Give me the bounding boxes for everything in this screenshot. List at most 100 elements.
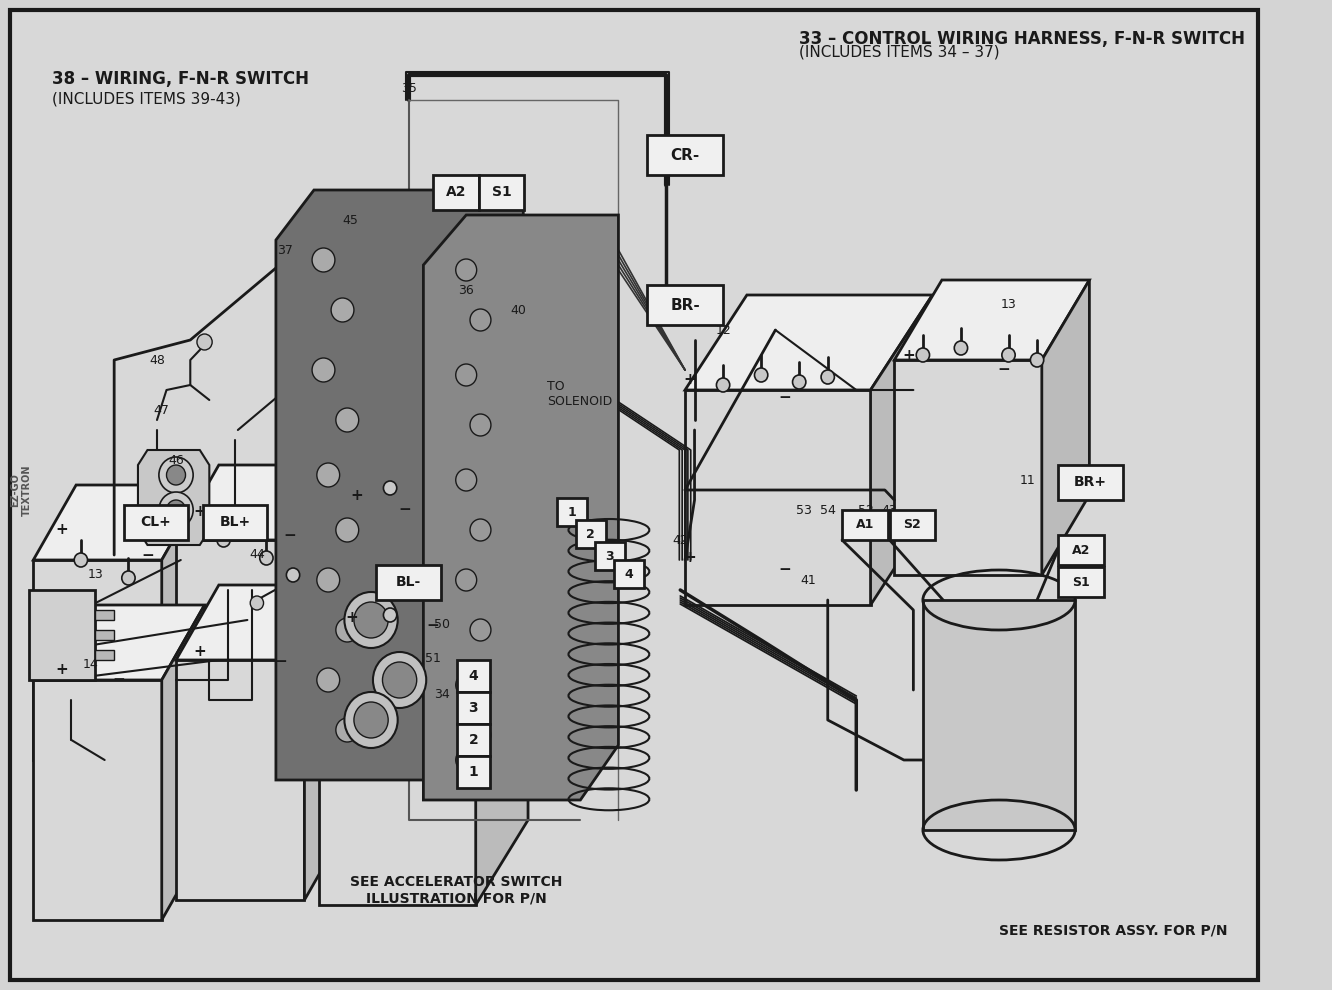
Circle shape (317, 568, 340, 592)
Text: 36: 36 (458, 283, 474, 296)
Polygon shape (161, 605, 205, 920)
Text: EZ-GO
TEXTRON: EZ-GO TEXTRON (11, 464, 32, 516)
Text: 52: 52 (858, 504, 874, 517)
Circle shape (384, 608, 397, 622)
Text: BR+: BR+ (1074, 475, 1107, 489)
Circle shape (250, 596, 264, 610)
Circle shape (286, 568, 300, 582)
Text: +: + (56, 523, 68, 538)
Text: +: + (193, 644, 206, 659)
Circle shape (317, 463, 340, 487)
Text: 13: 13 (1000, 299, 1016, 312)
Text: −: − (426, 618, 440, 633)
Circle shape (354, 602, 388, 638)
Circle shape (121, 571, 135, 585)
Polygon shape (33, 680, 161, 920)
Bar (647, 285, 723, 325)
Text: 50: 50 (434, 619, 450, 632)
Text: A2: A2 (1072, 544, 1090, 556)
Text: 13: 13 (88, 568, 103, 581)
Text: 47: 47 (153, 404, 169, 417)
Bar (557, 498, 587, 526)
Text: +: + (683, 550, 697, 565)
Polygon shape (139, 450, 209, 545)
Bar (478, 175, 525, 210)
Bar (376, 565, 441, 600)
Circle shape (312, 358, 334, 382)
Text: 37: 37 (277, 244, 293, 256)
Circle shape (456, 259, 477, 281)
Text: BR-: BR- (670, 298, 699, 313)
Bar (923, 600, 1075, 830)
Text: 14: 14 (83, 658, 99, 671)
Bar (202, 505, 268, 540)
Bar (1058, 567, 1104, 597)
Text: 43: 43 (882, 504, 898, 517)
Circle shape (332, 298, 354, 322)
Text: 41: 41 (801, 573, 817, 586)
Text: BL-: BL- (396, 575, 421, 589)
Text: 48: 48 (149, 353, 165, 366)
Text: +: + (902, 347, 915, 362)
Polygon shape (176, 660, 305, 900)
Circle shape (1002, 348, 1015, 362)
Text: TO
SOLENOID: TO SOLENOID (547, 380, 613, 408)
Bar (575, 520, 606, 548)
Polygon shape (33, 605, 205, 680)
Circle shape (470, 619, 492, 641)
Polygon shape (1042, 280, 1090, 575)
Text: −: − (284, 528, 297, 543)
Circle shape (336, 718, 358, 742)
Circle shape (159, 492, 193, 528)
Polygon shape (176, 540, 305, 740)
Polygon shape (318, 540, 527, 625)
Text: 46: 46 (168, 453, 184, 466)
Text: (INCLUDES ITEMS 39-43): (INCLUDES ITEMS 39-43) (52, 92, 241, 107)
Text: SEE RESISTOR ASSY. FOR P/N: SEE RESISTOR ASSY. FOR P/N (999, 923, 1228, 937)
Text: −: − (778, 390, 791, 406)
Text: 45: 45 (342, 214, 358, 227)
Text: A2: A2 (445, 185, 466, 200)
Text: +: + (56, 662, 68, 677)
Circle shape (382, 662, 417, 698)
Circle shape (456, 674, 477, 696)
Circle shape (470, 309, 492, 331)
Circle shape (354, 702, 388, 738)
Polygon shape (894, 360, 1042, 575)
Bar (1058, 465, 1123, 500)
Circle shape (217, 533, 230, 547)
Circle shape (75, 553, 88, 567)
Circle shape (384, 481, 397, 495)
Text: −: − (141, 547, 155, 562)
Circle shape (754, 368, 767, 382)
Bar (433, 175, 478, 210)
Text: 11: 11 (1020, 473, 1035, 486)
Text: 39: 39 (506, 188, 522, 202)
Polygon shape (28, 590, 95, 680)
Circle shape (345, 592, 398, 648)
Polygon shape (894, 280, 1090, 360)
Text: +: + (350, 487, 364, 503)
Text: 53: 53 (797, 504, 813, 517)
Circle shape (717, 378, 730, 392)
Bar (95, 630, 115, 640)
Text: 54: 54 (819, 504, 835, 517)
Text: CR-: CR- (670, 148, 699, 162)
Text: 2: 2 (586, 528, 595, 541)
Polygon shape (685, 295, 932, 390)
Polygon shape (176, 585, 348, 660)
Bar (614, 560, 645, 588)
Circle shape (345, 692, 398, 748)
Bar (647, 135, 723, 175)
Circle shape (916, 348, 930, 362)
Circle shape (793, 375, 806, 389)
Polygon shape (305, 585, 348, 900)
Circle shape (456, 569, 477, 591)
Circle shape (821, 370, 834, 384)
Text: 40: 40 (510, 304, 526, 317)
Polygon shape (161, 485, 205, 760)
Bar (594, 542, 625, 570)
Text: −: − (112, 672, 125, 687)
Circle shape (260, 551, 273, 565)
Circle shape (456, 364, 477, 386)
